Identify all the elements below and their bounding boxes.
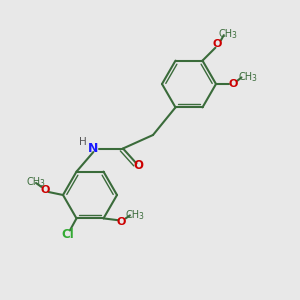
- Text: O: O: [40, 185, 50, 195]
- Text: O: O: [117, 217, 126, 227]
- Text: O: O: [213, 38, 222, 49]
- Text: 3: 3: [40, 179, 44, 188]
- Text: CH: CH: [126, 210, 140, 220]
- Text: N: N: [88, 142, 98, 155]
- Text: 3: 3: [232, 31, 236, 40]
- Text: CH: CH: [238, 71, 252, 82]
- Text: CH: CH: [218, 28, 233, 39]
- Text: O: O: [133, 159, 143, 172]
- Text: 3: 3: [139, 212, 144, 221]
- Text: 3: 3: [251, 74, 256, 83]
- Text: Cl: Cl: [61, 228, 74, 242]
- Text: O: O: [228, 79, 238, 89]
- Text: H: H: [79, 137, 87, 147]
- Text: CH: CH: [26, 177, 41, 187]
